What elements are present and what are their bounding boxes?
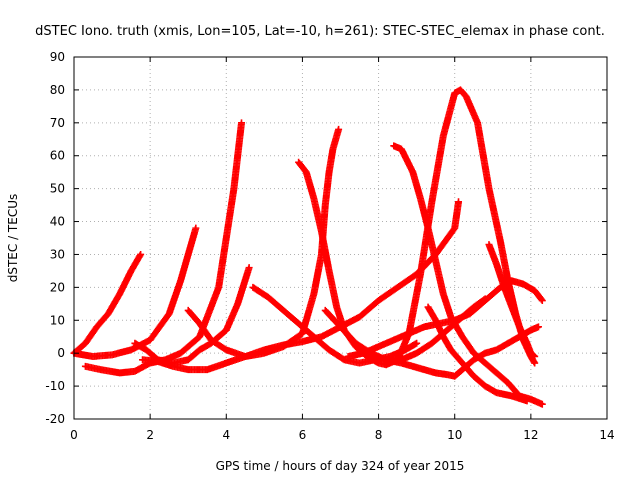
plot-frame bbox=[73, 56, 608, 420]
x-tick-label: 2 bbox=[146, 428, 154, 442]
series-14 bbox=[485, 241, 539, 360]
x-tick-label: 8 bbox=[375, 428, 383, 442]
data-point-marker bbox=[137, 250, 145, 258]
series-5 bbox=[139, 198, 463, 374]
data-point-marker bbox=[480, 296, 488, 304]
data-point-marker bbox=[537, 295, 545, 303]
data-point-marker bbox=[245, 264, 253, 272]
y-tick-label: 30 bbox=[50, 247, 65, 261]
data-point-marker bbox=[531, 359, 539, 367]
y-tick-label: 40 bbox=[50, 215, 65, 229]
data-point-marker bbox=[531, 352, 539, 360]
series-8 bbox=[295, 86, 539, 369]
y-tick-label: 0 bbox=[57, 346, 65, 360]
y-tick-label: 20 bbox=[50, 280, 65, 294]
y-tick-label: 60 bbox=[50, 149, 65, 163]
y-tick-label: 80 bbox=[50, 83, 65, 97]
x-tick-label: 4 bbox=[222, 428, 230, 442]
series-3 bbox=[81, 119, 246, 377]
data-point-marker bbox=[534, 323, 542, 331]
x-tick-label: 14 bbox=[599, 428, 614, 442]
series-6 bbox=[184, 125, 343, 360]
data-point-marker bbox=[538, 297, 546, 305]
x-tick-label: 6 bbox=[299, 428, 307, 442]
data-point-marker bbox=[192, 224, 200, 232]
y-axis-label: dSTEC / TECUs bbox=[6, 194, 20, 283]
data-point-marker bbox=[538, 400, 546, 408]
data-point-marker bbox=[530, 352, 538, 360]
data-point-marker bbox=[523, 397, 531, 405]
x-tick-label: 12 bbox=[523, 428, 538, 442]
y-tick-label: 50 bbox=[50, 182, 65, 196]
x-tick-label: 10 bbox=[447, 428, 462, 442]
series-1 bbox=[70, 250, 145, 357]
x-tick-label: 0 bbox=[70, 428, 78, 442]
series-13 bbox=[382, 295, 489, 367]
data-point-marker bbox=[335, 125, 343, 133]
chart-title: dSTEC Iono. truth (xmis, Lon=105, Lat=-1… bbox=[35, 24, 605, 39]
data-point-marker bbox=[481, 295, 489, 303]
x-axis-label: GPS time / hours of day 324 of year 2015 bbox=[216, 459, 465, 473]
data-point-marker bbox=[238, 119, 246, 127]
data-points bbox=[70, 86, 546, 408]
axis-ticks: 0 2 4 6 8 10 12 14 -20 -10 0 10 20 30 40 50 60 70 80 90 bbox=[45, 50, 614, 442]
y-tick-label: 90 bbox=[50, 50, 65, 64]
data-point-marker bbox=[455, 198, 463, 206]
y-tick-label: 70 bbox=[50, 116, 65, 130]
y-tick-label: -10 bbox=[45, 379, 65, 393]
data-point-marker bbox=[413, 339, 421, 347]
y-tick-label: -20 bbox=[45, 412, 65, 426]
y-tick-label: 10 bbox=[50, 313, 65, 327]
